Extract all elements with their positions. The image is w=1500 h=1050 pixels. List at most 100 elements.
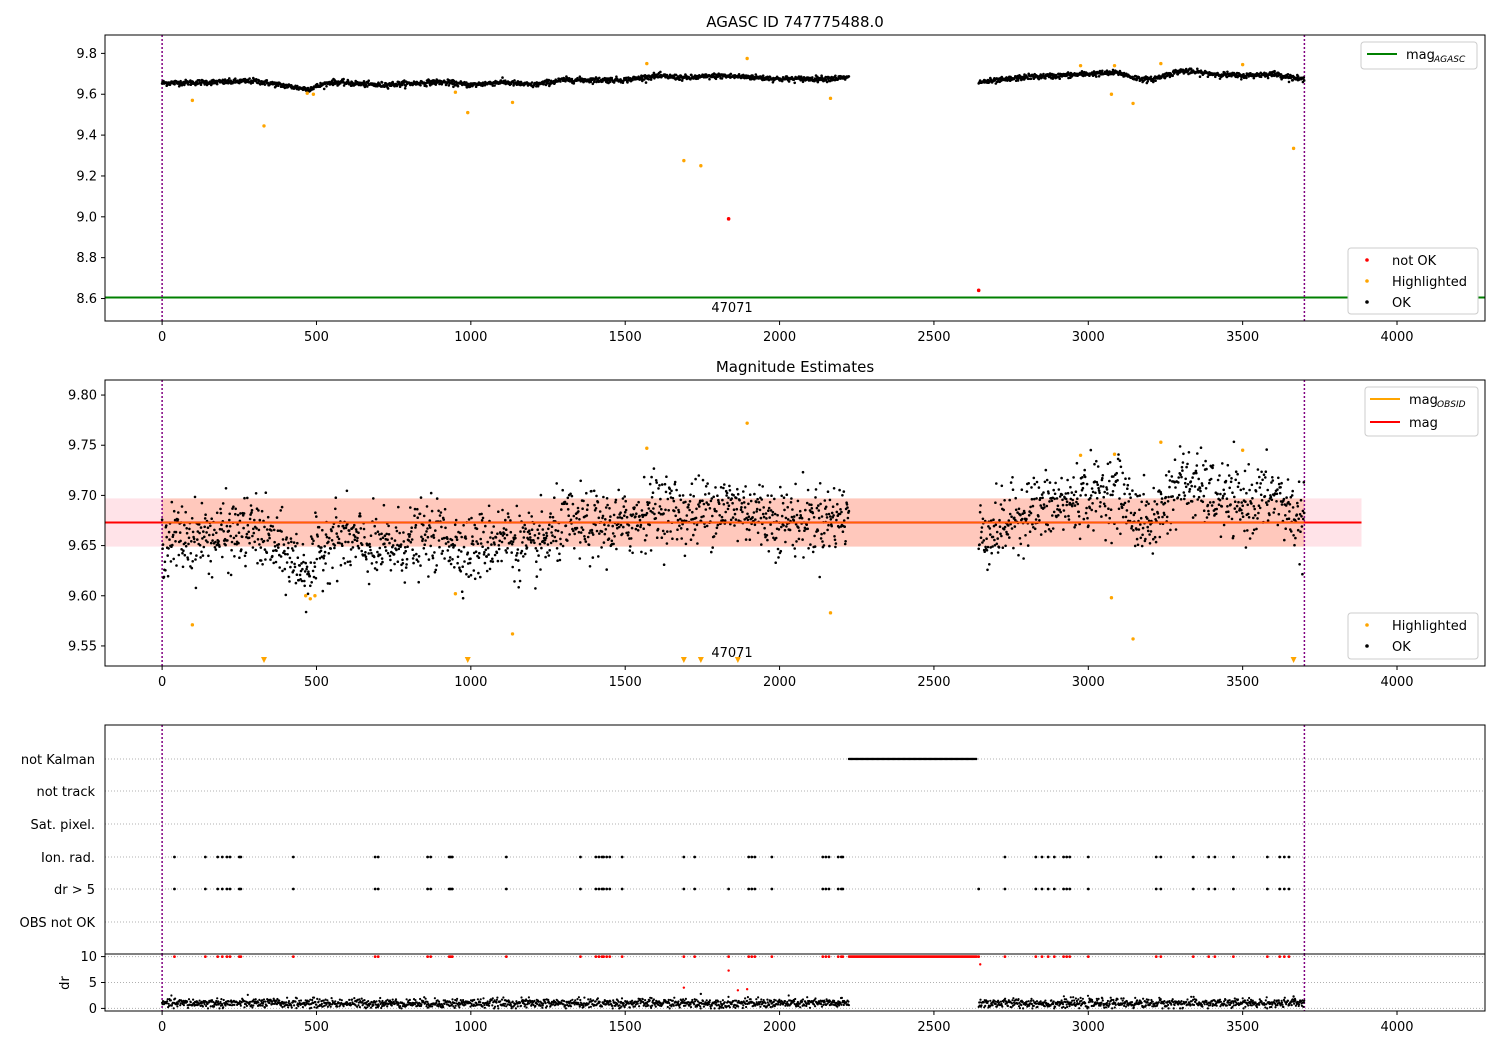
ok-point xyxy=(262,539,266,543)
ok-point xyxy=(1044,77,1047,80)
ok-point xyxy=(1142,473,1146,477)
dr-point xyxy=(199,1004,202,1008)
ok-point xyxy=(438,545,441,549)
ok-point xyxy=(811,76,814,79)
ok-point xyxy=(793,547,796,550)
ok-point xyxy=(610,76,614,80)
ok-point xyxy=(163,560,167,564)
dr-point xyxy=(259,1004,262,1007)
ok-point xyxy=(556,529,560,533)
ok-point xyxy=(756,497,759,501)
ok-point xyxy=(1053,492,1057,496)
ok-point xyxy=(464,83,468,87)
ok-point xyxy=(982,539,986,542)
ok-point xyxy=(1135,537,1139,541)
ion-rad-point xyxy=(1003,855,1007,859)
ok-point xyxy=(815,506,819,510)
ok-point xyxy=(457,548,461,552)
ok-point xyxy=(1040,493,1044,496)
ok-point xyxy=(378,553,382,557)
ok-point xyxy=(432,536,436,539)
dr-point xyxy=(211,999,214,1002)
ok-point xyxy=(779,485,782,489)
ok-point xyxy=(1037,77,1041,81)
ok-point xyxy=(542,83,545,86)
ok-point xyxy=(1105,486,1108,489)
ok-point xyxy=(601,516,604,520)
ok-point xyxy=(819,502,822,506)
ok-point xyxy=(469,573,473,577)
ok-point xyxy=(1064,497,1068,501)
ok-point xyxy=(1146,525,1149,529)
ok-point xyxy=(544,555,547,559)
ok-point xyxy=(405,563,408,566)
ok-point xyxy=(374,532,377,535)
ok-point xyxy=(1032,476,1036,480)
ok-point xyxy=(714,77,718,81)
ok-point xyxy=(406,545,409,548)
dr-gt5-point xyxy=(977,887,981,891)
ok-point xyxy=(427,575,430,578)
x-tick-label: 3500 xyxy=(1226,330,1259,345)
ok-point xyxy=(200,550,203,554)
ok-point xyxy=(671,537,674,540)
ok-point xyxy=(1237,500,1240,504)
ok-point xyxy=(175,564,178,567)
ok-point xyxy=(259,546,263,549)
ok-point xyxy=(355,530,358,533)
ok-point xyxy=(1275,492,1279,496)
ion-rad-point xyxy=(579,855,582,859)
panel2-x-ticks: 0 500 1000 1500 2000 2500 3000 3500 4000 xyxy=(158,666,1414,690)
ok-point xyxy=(1282,497,1286,501)
ok-point xyxy=(1258,506,1262,510)
ok-point xyxy=(165,524,168,527)
ok-point xyxy=(1100,515,1103,518)
panel2-title: Magnitude Estimates xyxy=(716,358,874,376)
ok-point xyxy=(1058,508,1061,512)
ok-point xyxy=(305,565,309,569)
ok-point xyxy=(1296,528,1300,532)
ok-point xyxy=(826,490,830,494)
ok-point xyxy=(387,524,390,528)
ok-point xyxy=(679,527,683,530)
ok-point xyxy=(1140,544,1144,548)
ok-point xyxy=(566,508,570,511)
ok-point xyxy=(678,494,682,497)
ok-point xyxy=(1252,76,1256,80)
ok-point xyxy=(1205,467,1208,471)
ok-point xyxy=(828,498,832,502)
ok-point xyxy=(767,506,771,510)
ok-point xyxy=(1202,464,1205,467)
ok-point xyxy=(725,494,728,497)
ok-point xyxy=(692,494,695,498)
ok-point xyxy=(1242,487,1245,491)
ok-point xyxy=(426,535,430,539)
ok-point xyxy=(1252,505,1256,508)
ok-point xyxy=(638,514,641,518)
not-ok-point xyxy=(976,288,981,293)
dr-point xyxy=(254,998,257,1001)
ok-point xyxy=(413,507,417,511)
ion-rad-point xyxy=(429,855,433,859)
ok-point xyxy=(680,537,683,540)
ok-point xyxy=(160,518,164,521)
ok-point xyxy=(402,540,406,543)
ok-point xyxy=(544,536,548,540)
ok-point xyxy=(1265,448,1268,451)
highlighted-point xyxy=(453,90,458,94)
ion-rad-point xyxy=(1062,855,1065,859)
ok-point xyxy=(1223,492,1226,496)
ok-point xyxy=(1291,79,1294,82)
ok-point xyxy=(761,485,764,488)
ok-point xyxy=(1042,503,1046,506)
ok-point xyxy=(1022,557,1025,560)
ok-point xyxy=(627,531,630,534)
ok-point xyxy=(611,524,614,528)
ok-point xyxy=(777,556,780,559)
ok-point xyxy=(1130,525,1134,528)
ok-point xyxy=(602,495,605,499)
ok-point xyxy=(494,536,498,539)
ok-point xyxy=(409,506,412,509)
ok-point xyxy=(613,535,616,538)
ok-point xyxy=(1260,499,1264,502)
